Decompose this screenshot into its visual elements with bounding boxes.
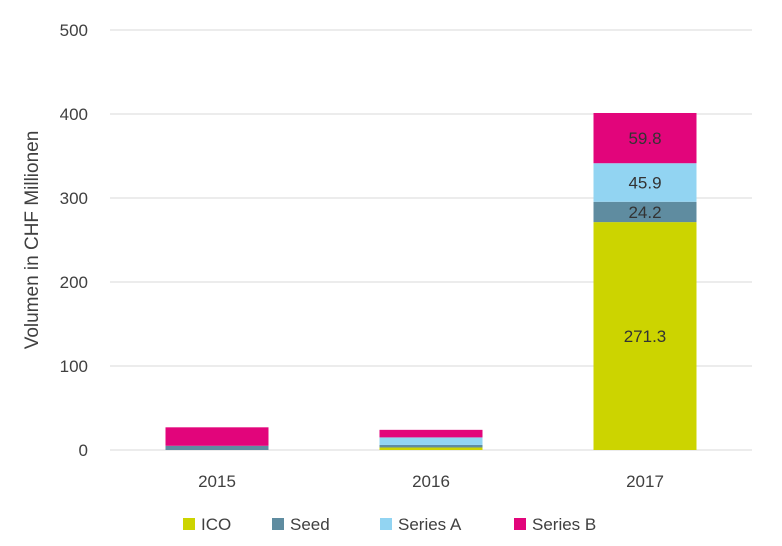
legend-label: Series A bbox=[398, 515, 462, 534]
y-axis-label: Volumen in CHF Millionen bbox=[22, 131, 43, 350]
legend-item-ico: ICO bbox=[183, 515, 231, 534]
bar-segment-seed bbox=[379, 444, 483, 448]
bar-segment-series-a bbox=[379, 437, 483, 445]
legend-item-series-b: Series B bbox=[514, 515, 596, 534]
legend-label: Seed bbox=[290, 515, 330, 534]
bar-segment-series-a bbox=[593, 163, 697, 202]
bar-segment-series-b bbox=[593, 112, 697, 164]
legend-swatch bbox=[380, 518, 392, 530]
y-tick-label: 100 bbox=[60, 357, 88, 376]
y-tick-label: 300 bbox=[60, 189, 88, 208]
bar-segment-series-b bbox=[165, 427, 269, 446]
data-label: 271.3 bbox=[624, 327, 667, 346]
x-tick-label: 2015 bbox=[198, 472, 236, 491]
x-tick-label: 2016 bbox=[412, 472, 450, 491]
legend-label: Series B bbox=[532, 515, 596, 534]
x-axis-ticks: 2015 2016 2017 bbox=[198, 472, 664, 491]
data-label: 24.2 bbox=[628, 203, 661, 222]
bars: 271.3 24.2 45.9 59.8 bbox=[165, 112, 697, 450]
legend-label: ICO bbox=[201, 515, 231, 534]
legend-item-seed: Seed bbox=[272, 515, 330, 534]
legend: ICO Seed Series A Series B bbox=[183, 515, 596, 534]
bar-segment-ico bbox=[379, 447, 483, 450]
legend-item-series-a: Series A bbox=[380, 515, 462, 534]
legend-swatch bbox=[183, 518, 195, 530]
data-label: 59.8 bbox=[628, 129, 661, 148]
bar-segment-seed bbox=[165, 445, 269, 450]
y-tick-label: 400 bbox=[60, 105, 88, 124]
data-label: 45.9 bbox=[628, 174, 661, 193]
legend-swatch bbox=[514, 518, 526, 530]
y-tick-label: 500 bbox=[60, 21, 88, 40]
y-tick-label: 200 bbox=[60, 273, 88, 292]
bar-segment-ico bbox=[593, 222, 697, 450]
x-tick-label: 2017 bbox=[626, 472, 664, 491]
y-axis-ticks: 0 100 200 300 400 500 bbox=[60, 21, 88, 460]
legend-swatch bbox=[272, 518, 284, 530]
y-tick-label: 0 bbox=[79, 441, 88, 460]
bar-segment-series-b bbox=[379, 429, 483, 438]
bar-segment-seed bbox=[593, 201, 697, 223]
